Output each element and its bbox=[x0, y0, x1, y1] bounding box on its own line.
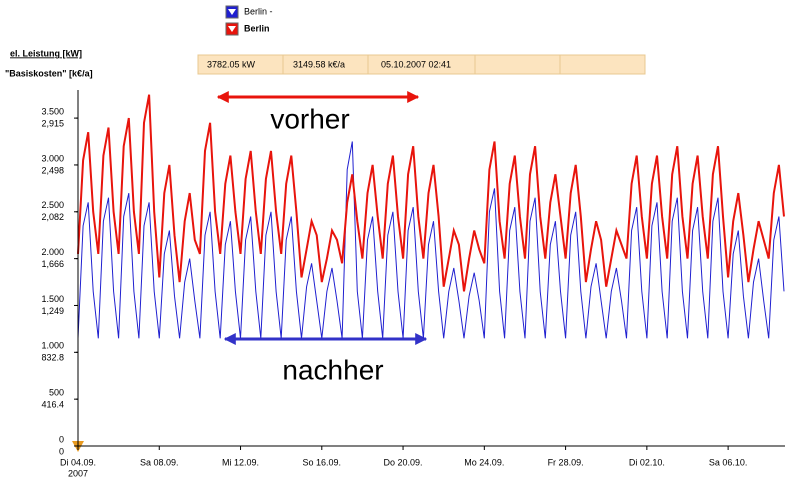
x-tick-label: Sa 08.09. bbox=[140, 457, 179, 467]
y2-tick-label: 2,498 bbox=[41, 165, 64, 175]
y2-tick-label: 1,666 bbox=[41, 259, 64, 269]
x-tick-label: Di 04.09. bbox=[60, 457, 96, 467]
annotation: vorher bbox=[270, 103, 349, 134]
legend-label: Berlin bbox=[244, 23, 270, 33]
legend-label: Berlin - bbox=[244, 6, 273, 16]
y2-tick-label: 416.4 bbox=[41, 400, 64, 410]
y-tick-label: 0 bbox=[59, 434, 64, 444]
y-tick-label: 3.500 bbox=[41, 106, 64, 116]
legend-icon bbox=[228, 9, 236, 15]
info-bar bbox=[197, 54, 646, 75]
x-tick-label: Mi 12.09. bbox=[222, 457, 259, 467]
x-tick-label: Fr 28.09. bbox=[548, 457, 584, 467]
y-tick-label: 1.500 bbox=[41, 294, 64, 304]
y-tick-label: 2.000 bbox=[41, 247, 64, 257]
y2-tick-label: 832.8 bbox=[41, 353, 64, 363]
series-line bbox=[77, 141, 785, 339]
series-line bbox=[77, 94, 785, 292]
y2-tick-label: 0 bbox=[59, 446, 64, 456]
info-value: 05.10.2007 02:41 bbox=[381, 59, 451, 69]
x-tick-label: Sa 06.10. bbox=[709, 457, 748, 467]
x-tick-label: Do 20.09. bbox=[384, 457, 423, 467]
y2-tick-label: 1,249 bbox=[41, 306, 64, 316]
y-tick-label: 500 bbox=[49, 388, 64, 398]
y2-axis-label: "Basiskosten" [k€/a] bbox=[5, 68, 93, 78]
legend-icon bbox=[228, 26, 236, 32]
x-tick-sublabel: 2007 bbox=[68, 468, 88, 478]
y-tick-label: 3.000 bbox=[41, 153, 64, 163]
info-value: 3782.05 kW bbox=[207, 59, 256, 69]
annotation: nachher bbox=[282, 354, 383, 385]
x-tick-label: So 16.09. bbox=[303, 457, 342, 467]
y-axis-label: el. Leistung [kW] bbox=[10, 48, 82, 58]
y-tick-label: 1.000 bbox=[41, 341, 64, 351]
x-tick-label: Di 02.10. bbox=[629, 457, 665, 467]
y2-tick-label: 2,915 bbox=[41, 118, 64, 128]
info-value: 3149.58 k€/a bbox=[293, 59, 345, 69]
x-tick-label: Mo 24.09. bbox=[464, 457, 504, 467]
y2-tick-label: 2,082 bbox=[41, 212, 64, 222]
y-tick-label: 2.500 bbox=[41, 200, 64, 210]
